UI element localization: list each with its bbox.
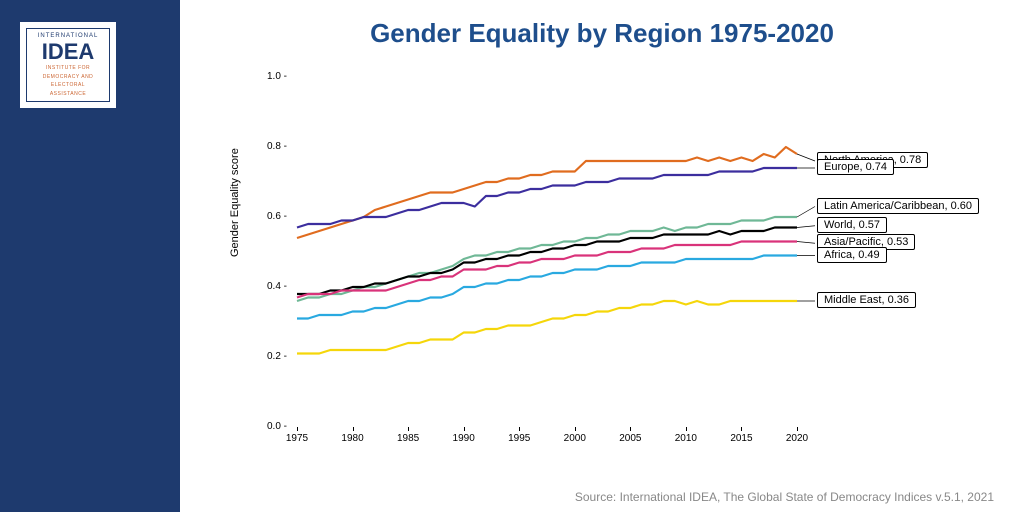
idea-logo: INTERNATIONAL IDEA INSTITUTE FOR DEMOCRA… (18, 20, 118, 110)
x-tick-label: 2020 (782, 433, 812, 444)
chart-area: Gender Equality score 0.0 - 0.2 - 0.4 - 0.6… (207, 57, 997, 457)
x-tick-label: 1995 (504, 433, 534, 444)
y-tick-label: 0.6 - (257, 211, 287, 222)
x-tick-mark (686, 427, 687, 431)
logo-sub4: ASSISTANCE (29, 91, 107, 98)
logo-sub3: ELECTORAL (29, 82, 107, 89)
sidebar: INTERNATIONAL IDEA INSTITUTE FOR DEMOCRA… (0, 0, 180, 512)
label-connector (797, 242, 815, 244)
page: INTERNATIONAL IDEA INSTITUTE FOR DEMOCRA… (0, 0, 1024, 512)
x-tick-mark (353, 427, 354, 431)
logo-main-text: IDEA (29, 41, 107, 63)
y-tick-label: 0.0 - (257, 421, 287, 432)
main-panel: Gender Equality by Region 1975-2020 Gend… (180, 0, 1024, 512)
end-label-europe: Europe, 0.74 (817, 159, 894, 175)
x-tick-mark (741, 427, 742, 431)
x-tick-mark (519, 427, 520, 431)
chart-title: Gender Equality by Region 1975-2020 (200, 18, 1004, 49)
line-world (297, 228, 797, 295)
x-tick-mark (297, 427, 298, 431)
x-tick-label: 2010 (671, 433, 701, 444)
line-europe (297, 168, 797, 228)
x-tick-label: 1985 (393, 433, 423, 444)
x-tick-mark (575, 427, 576, 431)
x-tick-label: 1980 (338, 433, 368, 444)
x-tick-mark (464, 427, 465, 431)
x-tick-label: 1975 (282, 433, 312, 444)
x-tick-label: 2000 (560, 433, 590, 444)
logo-sub2: DEMOCRACY AND (29, 74, 107, 81)
x-tick-label: 1990 (449, 433, 479, 444)
label-connector (797, 226, 815, 228)
end-label-africa: Africa, 0.49 (817, 247, 887, 263)
end-label-middle-east: Middle East, 0.36 (817, 292, 916, 308)
x-tick-label: 2015 (726, 433, 756, 444)
label-connector (797, 207, 815, 218)
x-tick-label: 2005 (615, 433, 645, 444)
end-label-latin-america-caribbean: Latin America/Caribbean, 0.60 (817, 198, 979, 214)
y-tick-label: 1.0 - (257, 71, 287, 82)
logo-sub1: INSTITUTE FOR (29, 65, 107, 72)
end-label-world: World, 0.57 (817, 217, 887, 233)
x-tick-mark (630, 427, 631, 431)
y-axis-label: Gender Equality score (229, 148, 241, 257)
y-tick-label: 0.4 - (257, 281, 287, 292)
y-tick-label: 0.8 - (257, 141, 287, 152)
idea-logo-inner: INTERNATIONAL IDEA INSTITUTE FOR DEMOCRA… (26, 28, 110, 102)
y-tick-label: 0.2 - (257, 351, 287, 362)
x-tick-mark (408, 427, 409, 431)
label-connector (797, 154, 815, 161)
source-text: Source: International IDEA, The Global S… (575, 490, 994, 504)
x-tick-mark (797, 427, 798, 431)
